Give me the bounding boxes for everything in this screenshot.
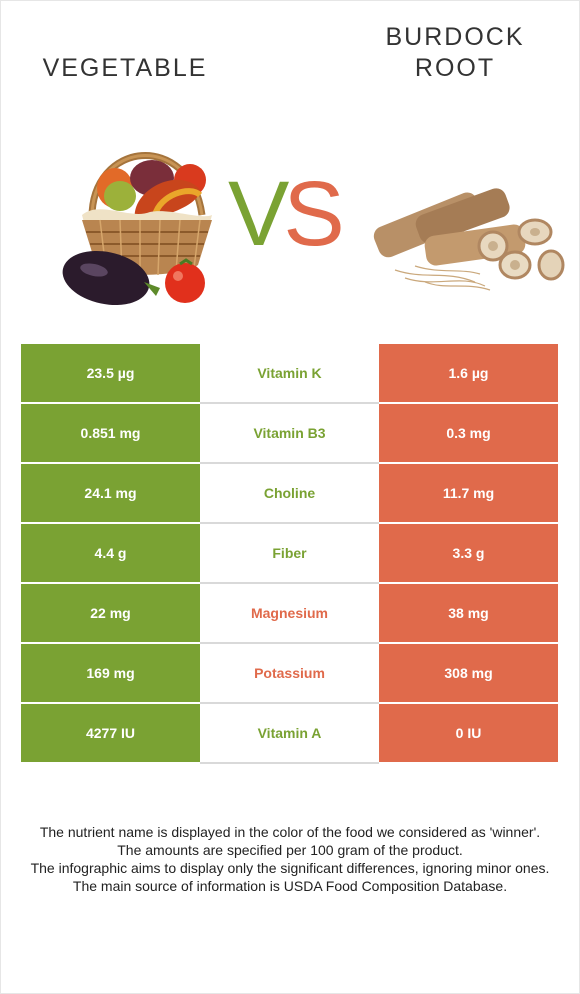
vs-letter-s: S xyxy=(283,163,344,265)
footer-note-differences: The infographic aims to display only the… xyxy=(30,860,550,876)
left-food-value: 4277 IU xyxy=(21,703,200,764)
vs-letter-v: V xyxy=(228,163,289,265)
right-title-line-1: BURDOCK xyxy=(385,23,525,51)
nutrient-name: Potassium xyxy=(200,643,379,704)
table-row: 0.851 mg Vitamin B3 0.3 mg xyxy=(21,403,558,464)
vs-label: VS xyxy=(228,168,345,260)
right-food-value: 308 mg xyxy=(379,643,558,704)
nutrient-comparison-table: 23.5 µg Vitamin K 1.6 µg 0.851 mg Vitamin B3… xyxy=(21,344,558,764)
right-food-title: BURDOCK ROOT xyxy=(330,22,580,84)
footer-notes: The nutrient name is displayed in the co… xyxy=(30,823,550,895)
left-food-value: 24.1 mg xyxy=(21,463,200,524)
table-row: 169 mg Potassium 308 mg xyxy=(21,643,558,704)
nutrient-name: Vitamin A xyxy=(200,703,379,764)
table-row: 4.4 g Fiber 3.3 g xyxy=(21,523,558,584)
footer-note-source: The main source of information is USDA F… xyxy=(72,878,508,894)
right-food-value: 3.3 g xyxy=(379,523,558,584)
left-food-title: VEGETABLE xyxy=(42,54,208,82)
right-food-value: 0 IU xyxy=(379,703,558,764)
table-row: 24.1 mg Choline 11.7 mg xyxy=(21,463,558,524)
left-food-value: 4.4 g xyxy=(21,523,200,584)
vegetable-basket-image xyxy=(62,152,212,306)
nutrient-name: Fiber xyxy=(200,523,379,584)
footer-note-amounts: The amounts are specified per 100 gram o… xyxy=(117,842,463,858)
nutrient-name: Magnesium xyxy=(200,583,379,644)
right-food-value: 0.3 mg xyxy=(379,403,558,464)
left-food-value: 23.5 µg xyxy=(21,344,200,404)
nutrient-name: Vitamin B3 xyxy=(200,403,379,464)
right-food-value: 1.6 µg xyxy=(379,344,558,404)
table-row: 22 mg Magnesium 38 mg xyxy=(21,583,558,644)
table-row: 23.5 µg Vitamin K 1.6 µg xyxy=(21,344,558,404)
left-food-value: 0.851 mg xyxy=(21,403,200,464)
burdock-root-image xyxy=(373,188,565,291)
left-food-value: 169 mg xyxy=(21,643,200,704)
right-food-value: 11.7 mg xyxy=(379,463,558,524)
right-title-line-2: ROOT xyxy=(414,54,496,82)
footer-note-winner: The nutrient name is displayed in the co… xyxy=(39,824,541,840)
left-food-value: 22 mg xyxy=(21,583,200,644)
right-food-value: 38 mg xyxy=(379,583,558,644)
nutrient-name: Choline xyxy=(200,463,379,524)
nutrient-name: Vitamin K xyxy=(200,344,379,404)
